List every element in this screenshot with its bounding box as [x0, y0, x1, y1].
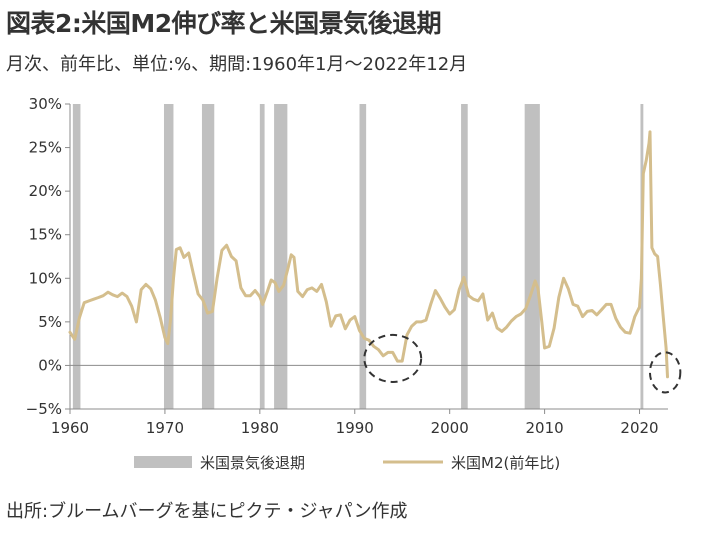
x-tick-label: 1980 — [241, 419, 279, 437]
source-note: 出所:ブルームバーグを基にピクテ・ジャパン作成 — [6, 501, 408, 522]
recession-band-2 — [201, 104, 215, 409]
legend-swatch-recession — [134, 456, 192, 468]
series-line-m2 — [68, 130, 669, 379]
x-tick-label: 2000 — [431, 419, 469, 437]
y-tick-label: 25% — [29, 139, 62, 157]
y-tick-label: −5% — [26, 400, 62, 418]
y-tick-label: 20% — [29, 182, 62, 200]
recession-band-4 — [274, 104, 288, 409]
legend-label-recession: 米国景気後退期 — [200, 454, 305, 472]
recession-band-5 — [359, 104, 367, 409]
x-tick-label: 2020 — [620, 419, 658, 437]
recession-band-3 — [259, 104, 265, 409]
x-axis-ticks: 1960 1970 1980 1990 2000 2010 2020 — [51, 409, 659, 437]
legend: 米国景気後退期 米国M2(前年比) — [134, 454, 560, 472]
x-tick-label: 1970 — [146, 419, 184, 437]
legend-label-m2: 米国M2(前年比) — [451, 454, 560, 472]
recession-bands — [72, 104, 644, 409]
y-axis-ticks: 30% 25% 20% 15% 10% 5% 0% −5% — [26, 95, 70, 418]
x-tick-label: 2010 — [526, 419, 564, 437]
page-title: 図表2:米国M2伸び率と米国景気後退期 — [6, 9, 442, 38]
y-tick-label: 30% — [29, 95, 62, 113]
y-tick-label: 5% — [38, 313, 62, 331]
y-tick-label: 15% — [29, 226, 62, 244]
y-tick-label: 0% — [38, 356, 62, 374]
annotations — [363, 333, 682, 394]
recession-band-7 — [524, 104, 540, 409]
highlight-circle-0 — [363, 333, 423, 383]
y-tick-label: 10% — [29, 269, 62, 287]
recession-band-0 — [72, 104, 81, 409]
x-tick-label: 1960 — [51, 419, 89, 437]
recession-band-6 — [461, 104, 468, 409]
page-subtitle: 月次、前年比、単位:%、期間:1960年1月〜2022年12月 — [6, 54, 468, 75]
highlight-circle-1 — [648, 351, 682, 394]
x-tick-label: 1990 — [336, 419, 374, 437]
recession-band-1 — [163, 104, 174, 409]
